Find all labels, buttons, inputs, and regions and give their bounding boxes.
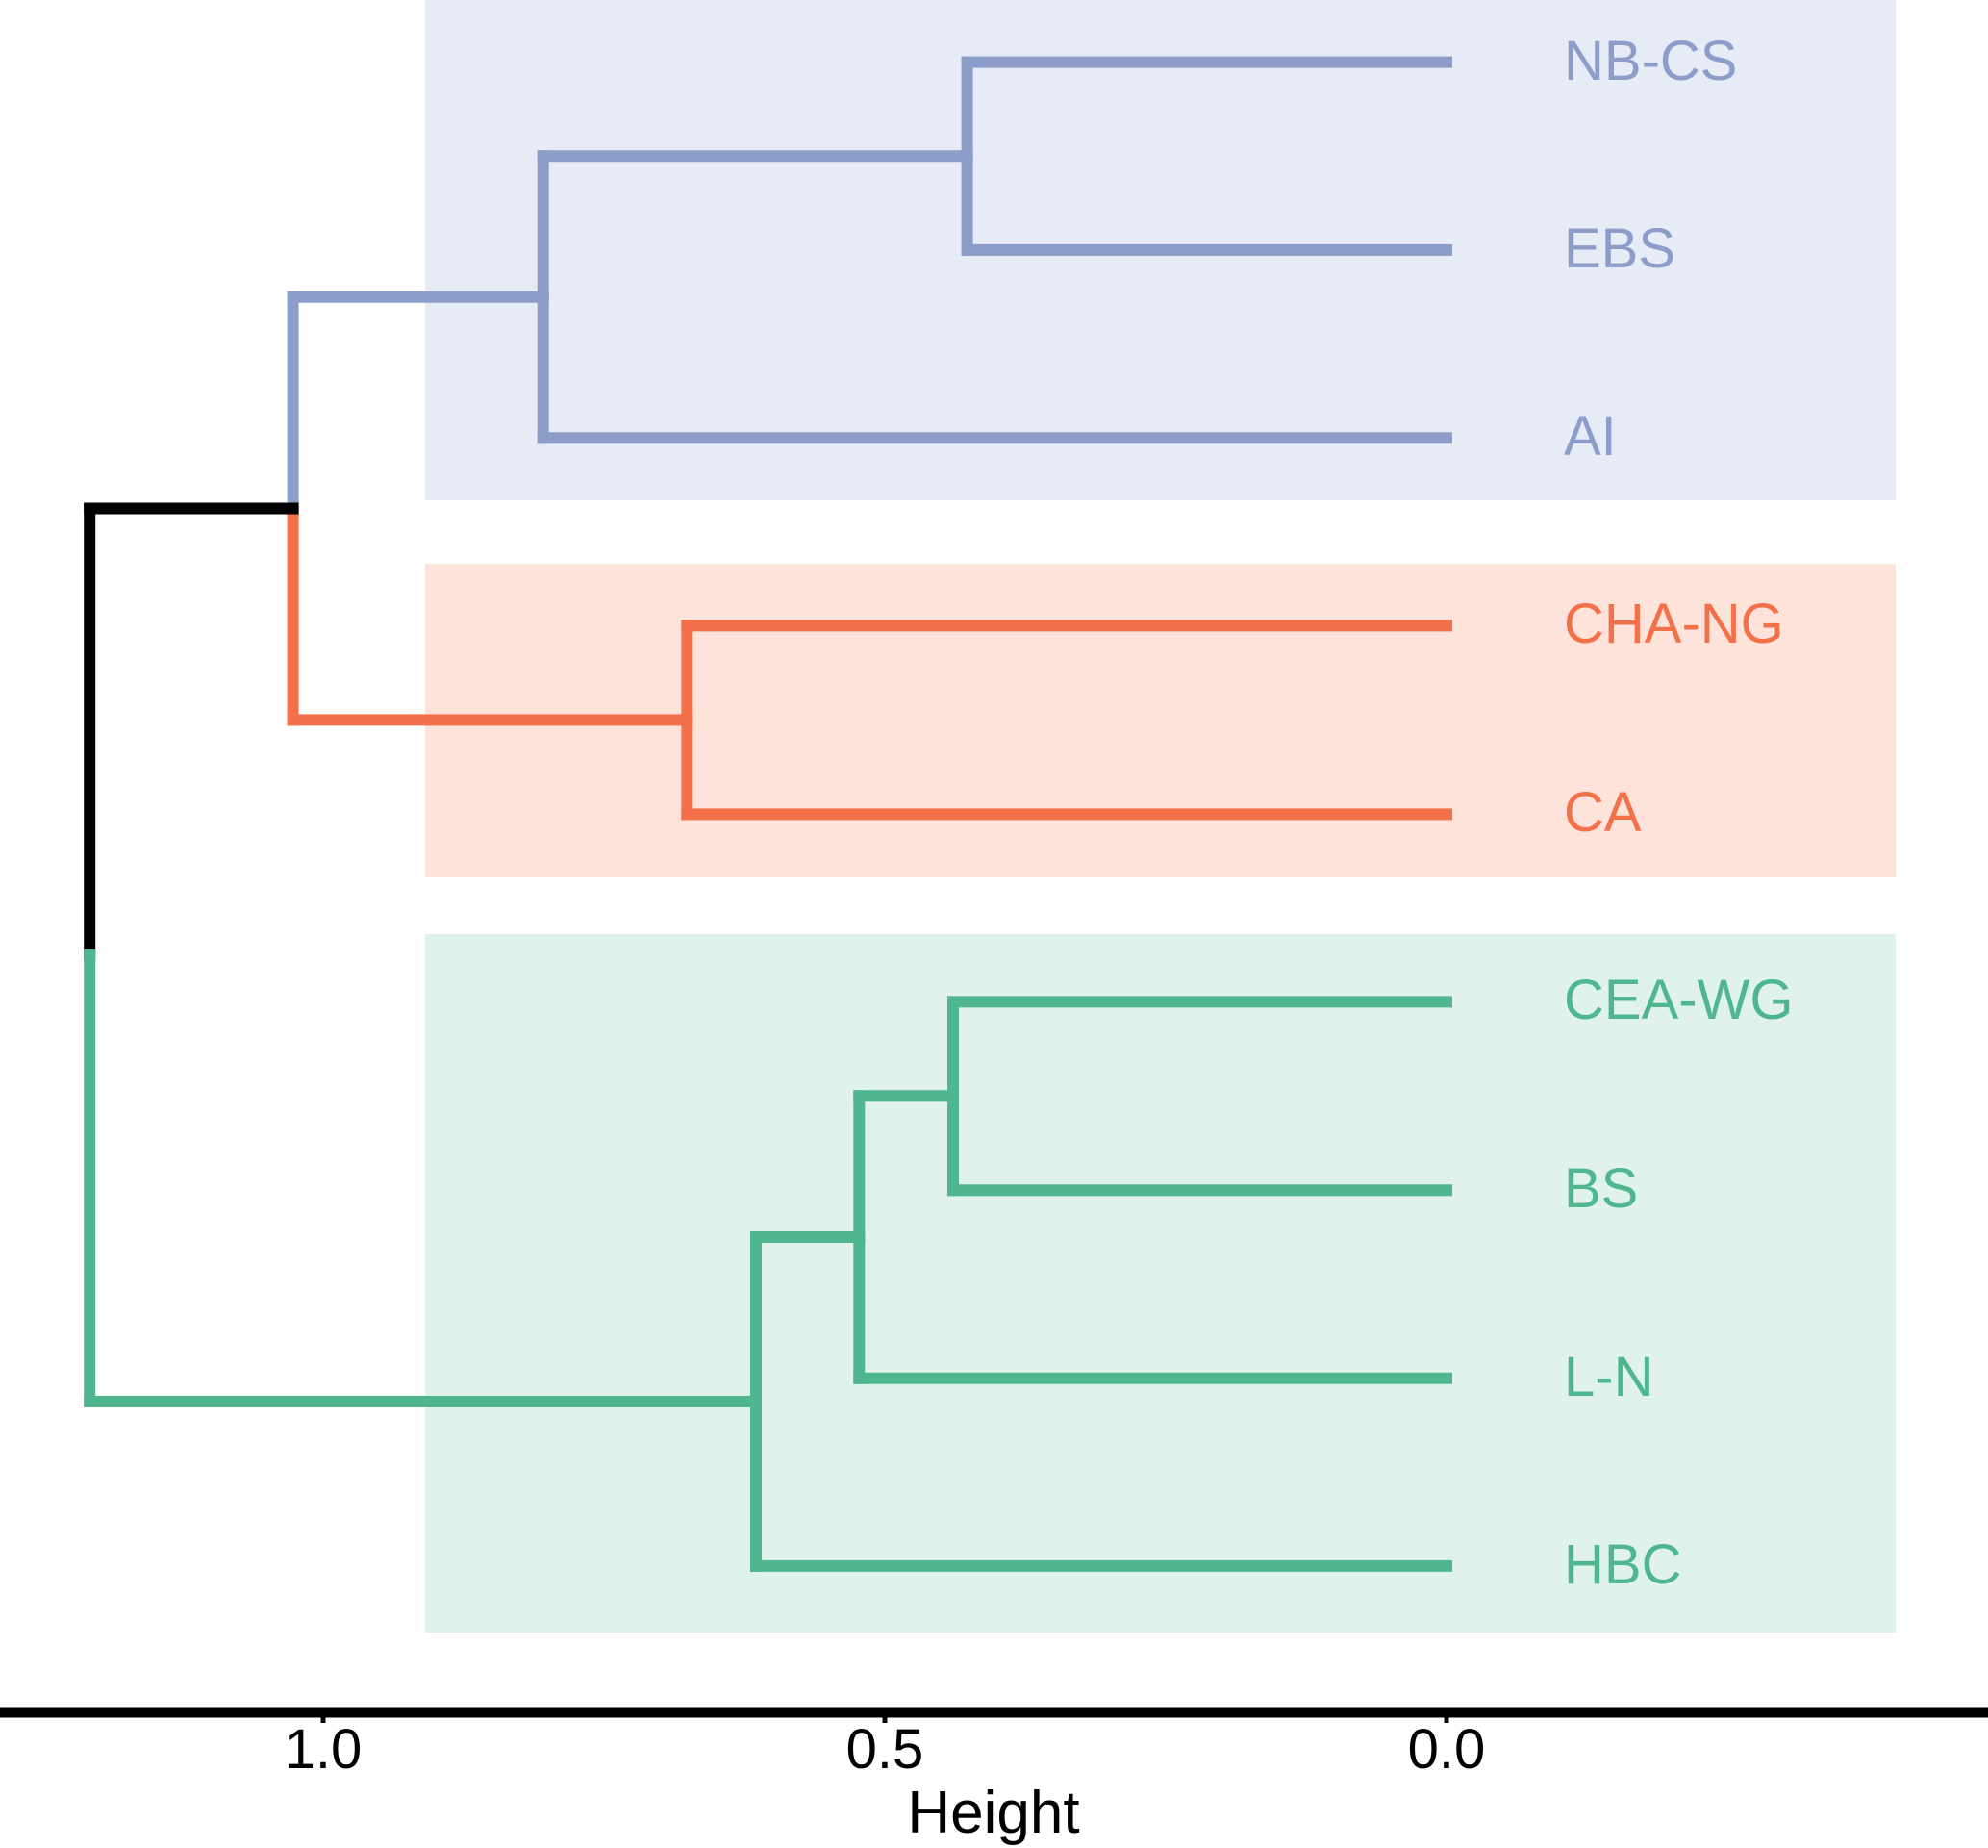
svg-text:1.0: 1.0: [285, 1718, 363, 1781]
svg-text:AI: AI: [1564, 405, 1617, 468]
svg-text:CHA-NG: CHA-NG: [1564, 593, 1784, 655]
svg-text:CA: CA: [1564, 781, 1642, 844]
svg-text:0.0: 0.0: [1408, 1718, 1486, 1781]
svg-text:L-N: L-N: [1564, 1346, 1653, 1408]
svg-text:BS: BS: [1564, 1157, 1638, 1220]
svg-text:NB-CS: NB-CS: [1564, 30, 1737, 92]
svg-text:Height: Height: [907, 1780, 1079, 1846]
svg-text:CEA-WG: CEA-WG: [1564, 969, 1793, 1031]
svg-text:HBC: HBC: [1564, 1533, 1681, 1596]
svg-text:EBS: EBS: [1564, 217, 1675, 280]
svg-text:0.5: 0.5: [846, 1718, 924, 1781]
